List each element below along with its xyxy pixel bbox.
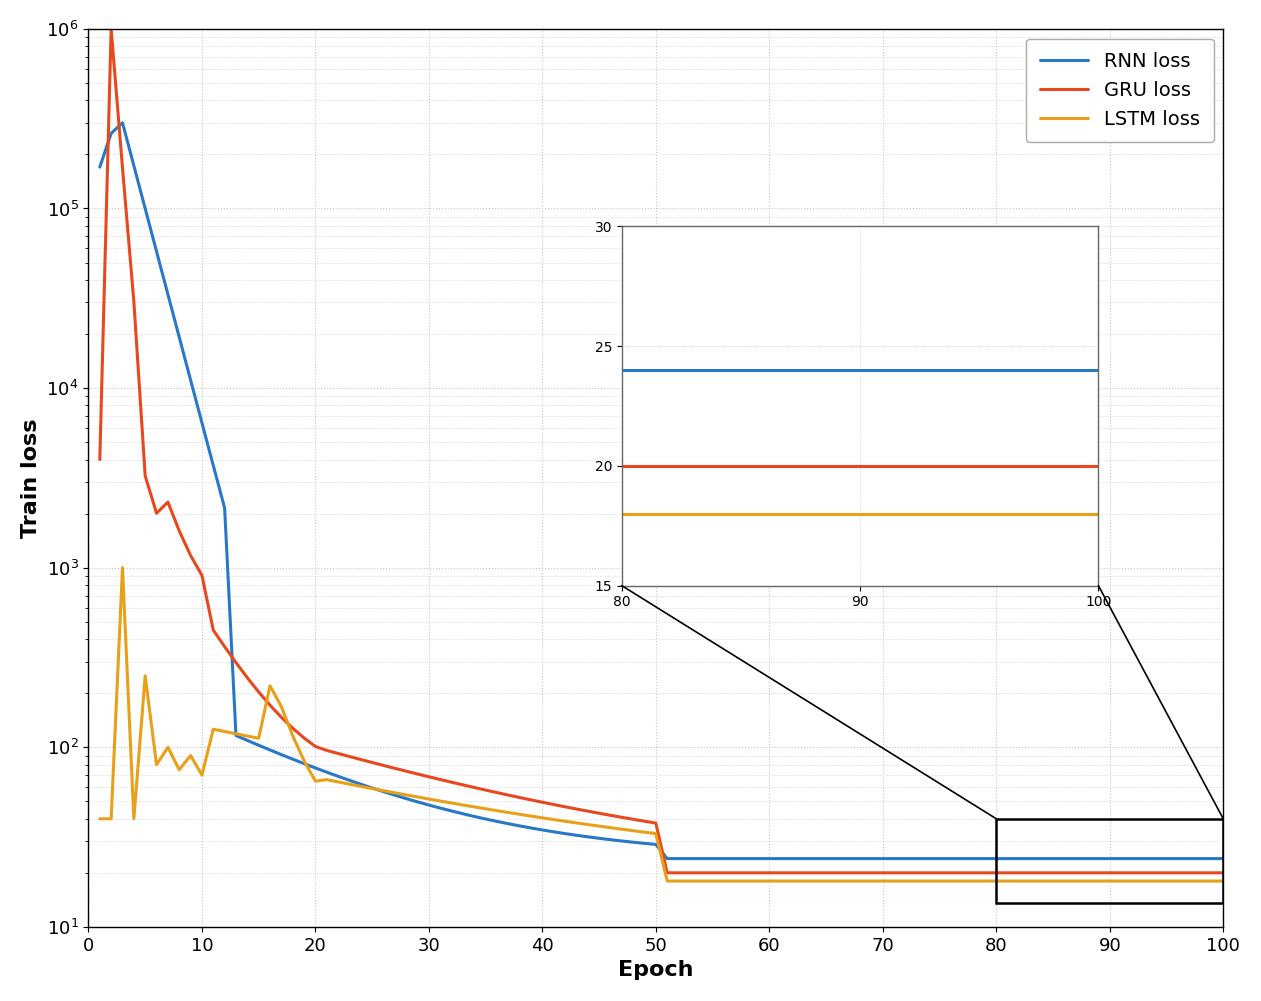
RNN loss [694, 853, 709, 865]
RNN loss [1216, 853, 1231, 865]
LSTM loss [660, 875, 675, 887]
LSTM loss [319, 774, 334, 786]
GRU loss [784, 867, 799, 879]
RNN loss [1182, 853, 1197, 865]
Legend: RNN loss, GRU loss, LSTM loss: RNN loss, GRU loss, LSTM loss [1026, 39, 1213, 142]
Line: RNN loss: RNN loss [100, 123, 1223, 859]
RNN loss [364, 782, 380, 794]
LSTM loss [784, 875, 799, 887]
GRU loss [319, 745, 334, 757]
GRU loss [660, 867, 675, 879]
Line: LSTM loss: LSTM loss [100, 568, 1223, 881]
LSTM loss [1216, 875, 1231, 887]
Y-axis label: Train loss: Train loss [21, 418, 40, 538]
RNN loss [92, 161, 107, 173]
LSTM loss [1182, 875, 1197, 887]
LSTM loss [115, 562, 130, 574]
GRU loss [92, 453, 107, 465]
RNN loss [1148, 853, 1163, 865]
GRU loss [1216, 867, 1231, 879]
LSTM loss [694, 875, 709, 887]
RNN loss [115, 117, 130, 129]
GRU loss [103, 23, 119, 35]
LSTM loss [1148, 875, 1163, 887]
GRU loss [1182, 867, 1197, 879]
Line: GRU loss: GRU loss [100, 29, 1223, 873]
Bar [996, 819, 1223, 904]
RNN loss [660, 853, 675, 865]
GRU loss [1148, 867, 1163, 879]
LSTM loss [364, 783, 380, 795]
GRU loss [364, 757, 380, 769]
RNN loss [319, 766, 334, 778]
X-axis label: Epoch: Epoch [618, 960, 694, 980]
GRU loss [694, 867, 709, 879]
RNN loss [784, 853, 799, 865]
LSTM loss [92, 813, 107, 825]
